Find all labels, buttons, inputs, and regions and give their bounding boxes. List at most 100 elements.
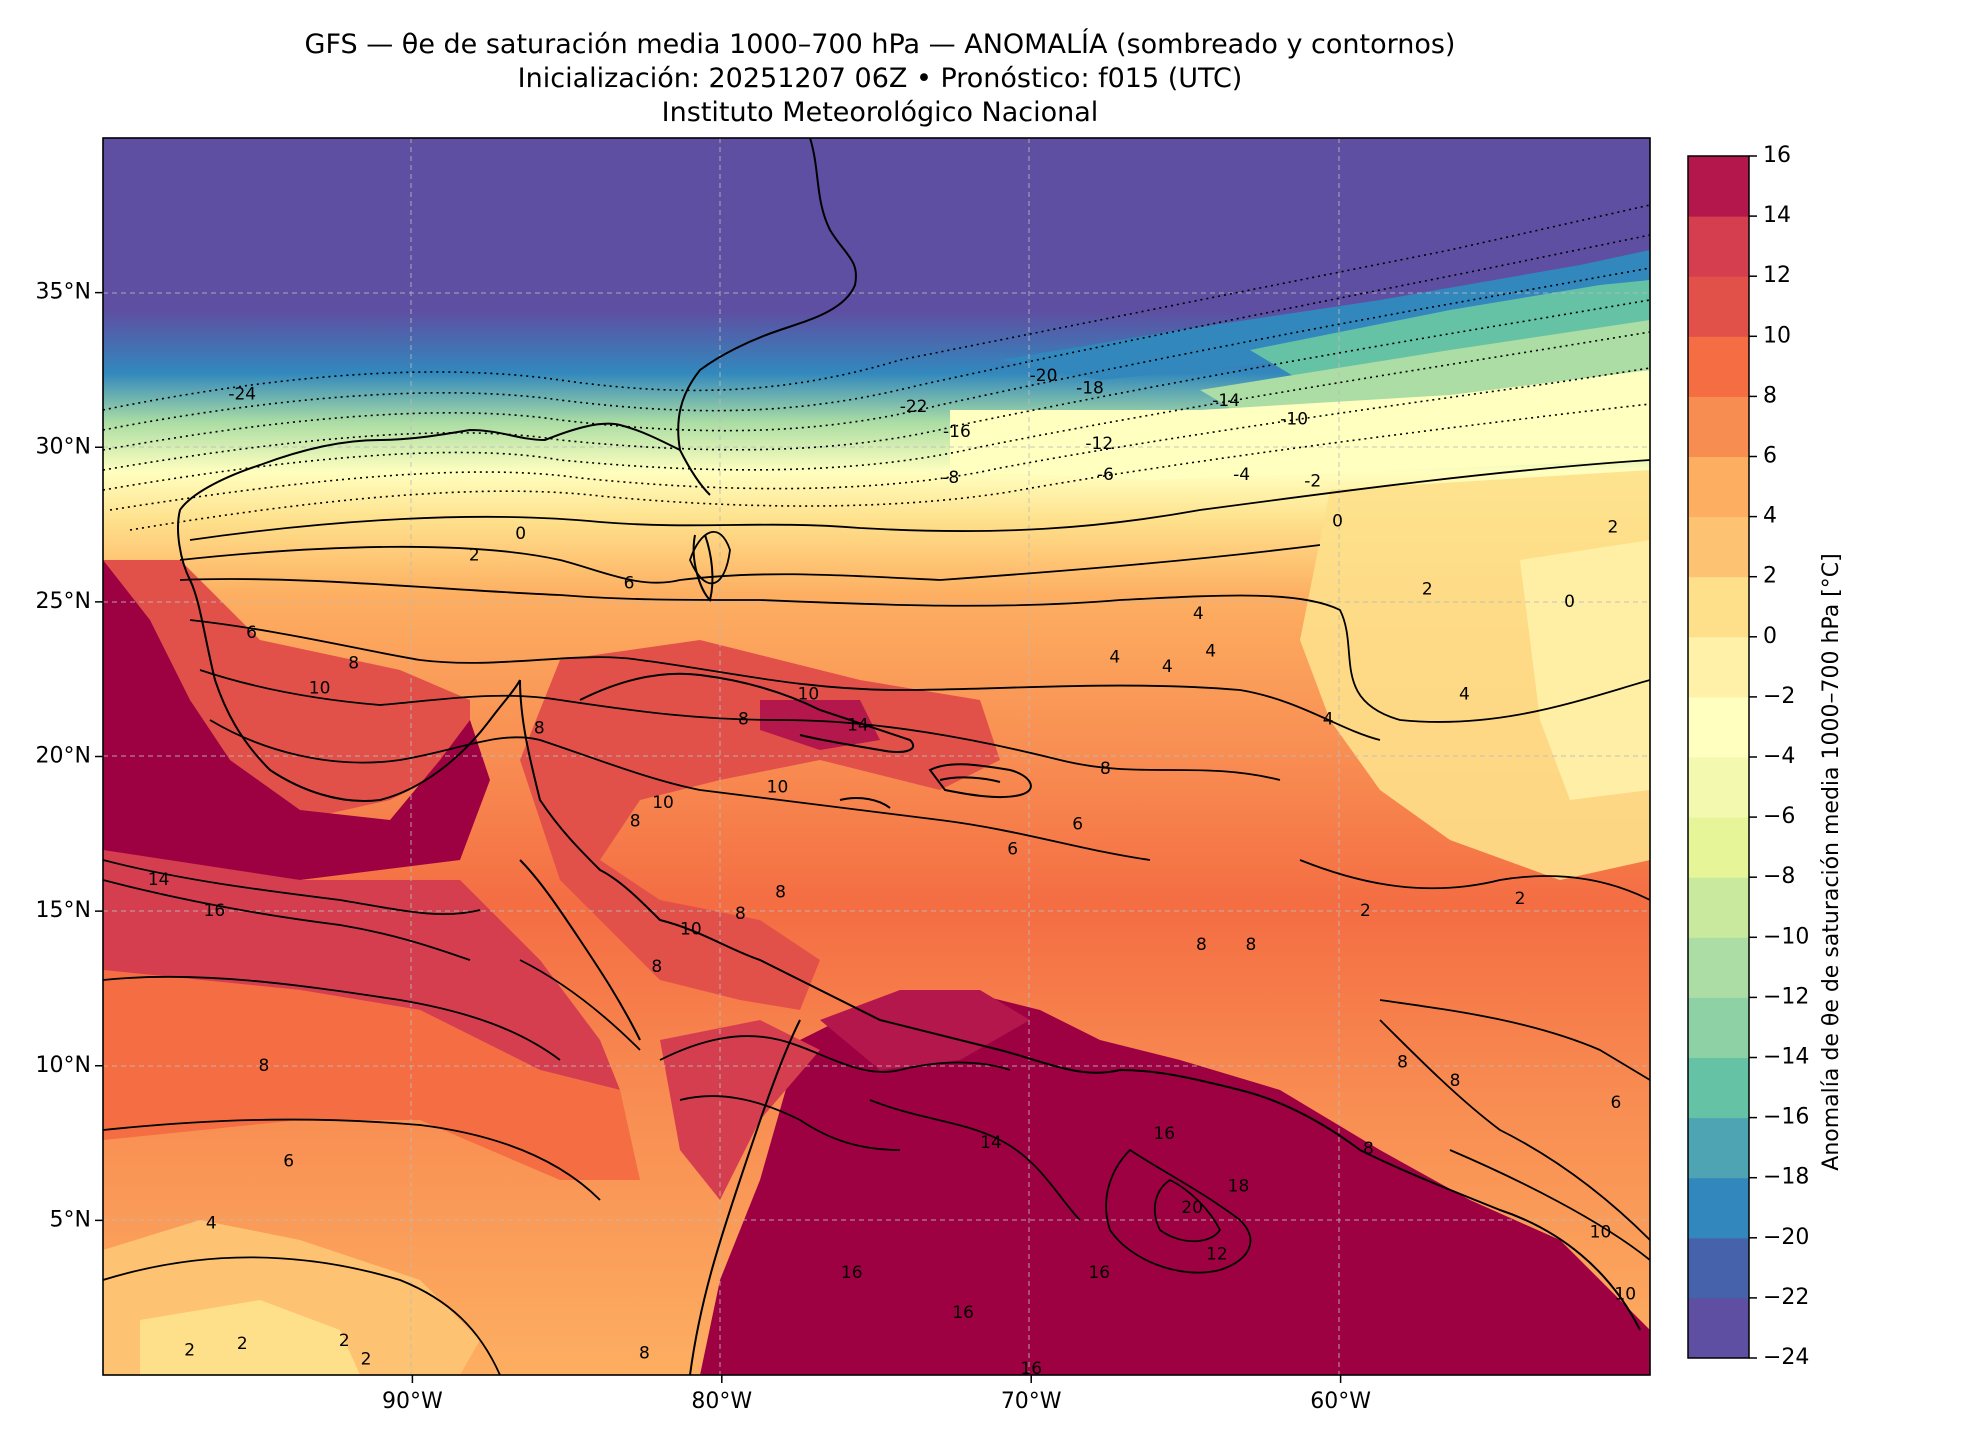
lat-tick-label: 30°N: [36, 434, 91, 459]
contour-label: 10: [652, 793, 674, 813]
contour-label: 2: [1360, 901, 1371, 921]
contours-positive: [103, 459, 1650, 1375]
contour-label: 8: [1450, 1071, 1461, 1091]
colorbar-tick-label: −14: [1763, 1045, 1809, 1070]
contour-label: 16: [1088, 1263, 1110, 1283]
contour-label: 8: [630, 811, 641, 831]
lat-tick-label: 5°N: [50, 1207, 91, 1232]
contour-label: 4: [1459, 685, 1470, 705]
colorbar-tick-label: −8: [1763, 864, 1795, 889]
contour-label: -10: [1280, 409, 1308, 429]
graticule: [103, 138, 1650, 1375]
contour-label: -14: [1212, 391, 1240, 411]
contour-label: 20: [1181, 1198, 1203, 1218]
contour-label: 6: [283, 1152, 294, 1172]
colorbar-swatch: [1688, 997, 1749, 1058]
latitude-ticks: 35°N 30°N 25°N 20°N 15°N 10°N 5°N: [36, 280, 103, 1232]
map-subtitle-institute: Instituto Meteorológico Nacional: [661, 97, 1099, 128]
anomaly-region-atlantic-teal: [1250, 280, 1650, 380]
lon-tick-label: 60°W: [1310, 1389, 1371, 1414]
colorbar-tick-label: 12: [1763, 263, 1791, 288]
colorbar-swatch: [1688, 877, 1749, 938]
contour-label: 10: [1590, 1223, 1612, 1243]
contour-label: 16: [1153, 1124, 1175, 1144]
contour-label: -8: [942, 468, 959, 488]
contour-label: 2: [469, 545, 480, 565]
lat-tick-label: 10°N: [36, 1053, 91, 1078]
colorbar-swatch: [1688, 1237, 1749, 1299]
anomaly-region-pacific-orange: [103, 970, 640, 1180]
colorbar-swatch: [1688, 156, 1749, 217]
lat-tick-label: 25°N: [36, 589, 91, 614]
colorbar-swatch: [1688, 456, 1749, 518]
colorbar-tick-label: 4: [1763, 504, 1777, 529]
contour-label: 4: [1205, 641, 1216, 661]
colorbar-tick-label: 6: [1763, 444, 1777, 469]
colorbar-tick-label: 8: [1763, 383, 1777, 408]
contour-label: 8: [738, 709, 749, 729]
colorbar-swatch: [1688, 696, 1749, 758]
contour-label: 6: [1611, 1093, 1622, 1113]
colorbar-swatch: [1688, 937, 1749, 998]
lat-tick-label: 15°N: [36, 898, 91, 923]
colorbar-tick-label: −22: [1763, 1285, 1809, 1310]
contour-label: 16: [204, 901, 226, 921]
contour-label: 18: [1228, 1176, 1250, 1196]
contour-label: 10: [680, 920, 702, 940]
contour-label: 2: [184, 1340, 195, 1360]
contour-label: 0: [1564, 592, 1575, 612]
anomaly-region-atlantic-pale: [950, 370, 1650, 480]
contour-label: 6: [246, 623, 257, 643]
map-title: GFS — θe de saturación media 1000–700 hP…: [304, 29, 1456, 60]
colorbar-swatch: [1688, 1117, 1749, 1179]
contour-label: -4: [1233, 465, 1250, 485]
colorbar-swatch: [1688, 1057, 1749, 1119]
contour-label: 4: [1193, 604, 1204, 624]
colorbar-label: Anomalía de θe de saturación media 1000–…: [1819, 553, 1844, 1170]
lon-tick-label: 70°W: [1001, 1389, 1062, 1414]
colorbar-tick-label: −4: [1763, 744, 1795, 769]
contour-label: 10: [767, 777, 789, 797]
contour-label: 2: [1422, 580, 1433, 600]
contour-labels: -24-22-20-18-16-14-12-10-8 -6 -4 -200022266…: [148, 366, 1636, 1375]
contour-label: -6: [1097, 465, 1114, 485]
contour-label: -24: [228, 385, 256, 405]
map-area: -24-22-20-18-16-14-12-10-8 -6 -4 -200022266…: [103, 138, 1650, 1375]
contour-label: 6: [624, 573, 635, 593]
colorbar-tick-label: −20: [1763, 1225, 1809, 1250]
contour-label: 8: [258, 1056, 269, 1076]
coastlines: [177, 138, 1641, 1375]
colorbar-tick-label: −6: [1763, 804, 1795, 829]
contour-label: 8: [775, 883, 786, 903]
colorbar-tick-label: 16: [1763, 143, 1791, 168]
contour-label: 14: [980, 1133, 1002, 1153]
contour-label: 6: [1072, 815, 1083, 835]
contour-label: 6: [1007, 839, 1018, 859]
colorbar-swatch: [1688, 516, 1749, 578]
contour-label: 2: [339, 1331, 350, 1351]
contour-label: 8: [1196, 935, 1207, 955]
lat-tick-label: 20°N: [36, 744, 91, 769]
colorbar-tick-label: −16: [1763, 1105, 1809, 1130]
contour-label: 10: [1614, 1285, 1636, 1305]
colorbar-tick-label: −10: [1763, 924, 1809, 949]
colorbar-tick-label: −24: [1763, 1345, 1809, 1370]
colorbar-swatch: [1688, 396, 1749, 457]
contour-label: 16: [952, 1303, 974, 1323]
contour-label: 16: [841, 1263, 863, 1283]
contour-label: 0: [1332, 511, 1343, 531]
contour-label: 8: [1245, 935, 1256, 955]
contour-label: 10: [309, 678, 331, 698]
contour-label: 2: [361, 1350, 372, 1370]
contour-label: -2: [1304, 471, 1321, 491]
contour-label: 8: [1100, 759, 1111, 779]
colorbar-tick-label: −2: [1763, 684, 1795, 709]
contour-label: 0: [515, 524, 526, 544]
anomaly-region-andes-red: [820, 990, 1030, 1070]
contour-label: 14: [148, 870, 170, 890]
contour-label: -12: [1085, 434, 1113, 454]
contour-label: 2: [1607, 518, 1618, 538]
colorbar: −24−22−20−18−16−14−12−10−8−6−4−202468101…: [1687, 143, 1809, 1370]
longitude-ticks: 90°W 80°W 70°W 60°W: [382, 1375, 1371, 1414]
